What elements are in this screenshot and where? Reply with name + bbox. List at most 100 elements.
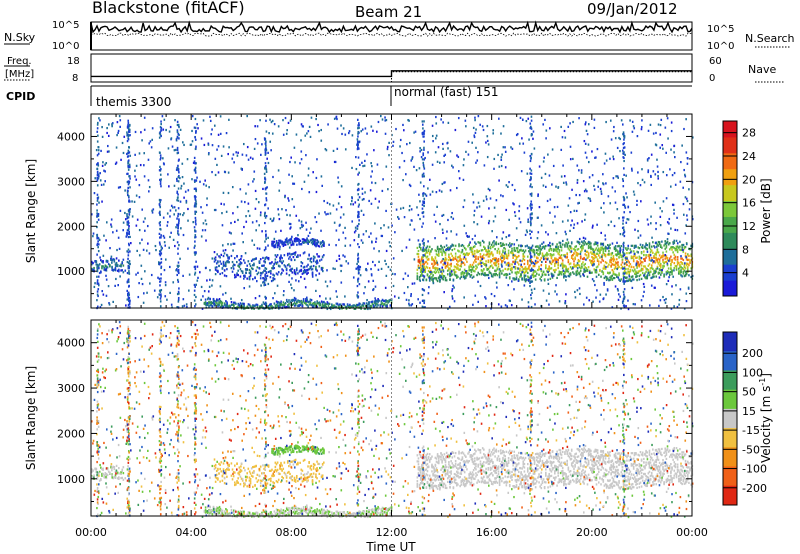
power-point xyxy=(178,171,180,174)
power-point xyxy=(192,220,195,224)
power-point xyxy=(318,272,321,275)
power-point xyxy=(677,270,680,273)
power-point xyxy=(256,306,259,309)
power-point xyxy=(275,262,278,265)
power-point xyxy=(520,275,522,278)
power-point xyxy=(486,268,489,271)
power-point xyxy=(295,133,298,136)
power-point xyxy=(536,237,539,240)
power-point xyxy=(315,117,317,121)
power-point xyxy=(226,254,229,257)
power-point xyxy=(233,276,236,279)
power-point xyxy=(297,272,299,275)
power-point xyxy=(432,265,434,268)
power-point xyxy=(374,303,377,307)
power-point xyxy=(294,273,297,276)
power-point xyxy=(677,246,680,249)
power-point xyxy=(546,254,548,257)
power-point xyxy=(671,273,673,276)
power-point xyxy=(353,231,356,234)
power-point xyxy=(160,156,162,159)
power-point xyxy=(256,247,259,250)
power-point xyxy=(437,146,440,149)
power-point xyxy=(113,268,116,271)
power-point xyxy=(264,240,266,243)
power-point xyxy=(561,262,564,265)
power-point xyxy=(280,255,282,258)
power-point xyxy=(568,275,571,278)
power-point xyxy=(289,255,291,258)
power-point xyxy=(679,266,681,269)
power-point xyxy=(550,253,553,256)
power-point xyxy=(445,237,448,240)
power-point xyxy=(470,270,473,273)
power-point xyxy=(239,268,242,271)
power-point xyxy=(620,267,623,270)
power-point xyxy=(679,272,681,275)
power-point xyxy=(217,145,220,148)
power-point xyxy=(126,152,128,156)
power-point xyxy=(449,150,452,153)
power-point xyxy=(451,288,454,291)
power-point xyxy=(659,273,662,276)
power-point xyxy=(608,252,610,255)
power-point xyxy=(255,197,258,201)
power-point xyxy=(410,294,412,298)
power-point xyxy=(203,302,206,305)
power-point xyxy=(543,273,546,276)
power-point xyxy=(210,302,213,305)
power-point xyxy=(682,248,684,252)
power-point xyxy=(534,262,537,265)
power-point xyxy=(525,267,528,270)
power-point xyxy=(567,260,570,264)
power-point xyxy=(481,255,484,258)
power-point xyxy=(483,245,485,248)
power-point xyxy=(177,207,180,210)
power-point xyxy=(320,139,323,142)
power-point xyxy=(279,256,281,259)
power-point xyxy=(435,253,438,256)
power-point xyxy=(218,301,220,304)
power-point xyxy=(171,145,174,148)
power-point xyxy=(535,251,538,254)
power-point xyxy=(443,181,445,184)
power-point xyxy=(277,208,279,211)
power-point xyxy=(253,262,255,265)
power-point xyxy=(320,229,322,232)
power-point xyxy=(431,262,433,265)
power-point xyxy=(573,265,575,268)
power-point xyxy=(493,244,495,247)
power-point xyxy=(126,232,128,235)
power-point xyxy=(134,153,136,156)
power-point xyxy=(428,245,431,248)
power-point xyxy=(96,221,98,224)
power-point xyxy=(559,245,562,248)
power-point xyxy=(496,267,499,270)
power-point xyxy=(469,269,472,272)
power-point xyxy=(416,268,419,271)
power-point xyxy=(655,251,658,254)
power-point xyxy=(655,131,657,135)
power-point xyxy=(500,194,502,197)
power-point xyxy=(649,123,652,126)
power-point xyxy=(508,276,511,279)
power-point xyxy=(625,192,627,195)
power-point xyxy=(312,238,315,241)
power-point xyxy=(614,201,617,204)
power-point xyxy=(434,271,437,274)
power-point xyxy=(127,183,130,186)
power-point xyxy=(299,162,301,165)
power-point xyxy=(523,274,526,277)
power-point xyxy=(463,246,466,250)
power-point xyxy=(646,250,649,253)
power-point xyxy=(596,252,599,255)
power-point xyxy=(524,268,527,271)
power-point xyxy=(268,270,271,273)
power-point xyxy=(637,236,640,239)
power-point xyxy=(114,162,117,166)
power-point xyxy=(160,266,162,270)
power-point xyxy=(659,269,662,272)
power-point xyxy=(190,143,193,146)
power-point xyxy=(228,146,230,149)
power-point xyxy=(138,152,141,155)
